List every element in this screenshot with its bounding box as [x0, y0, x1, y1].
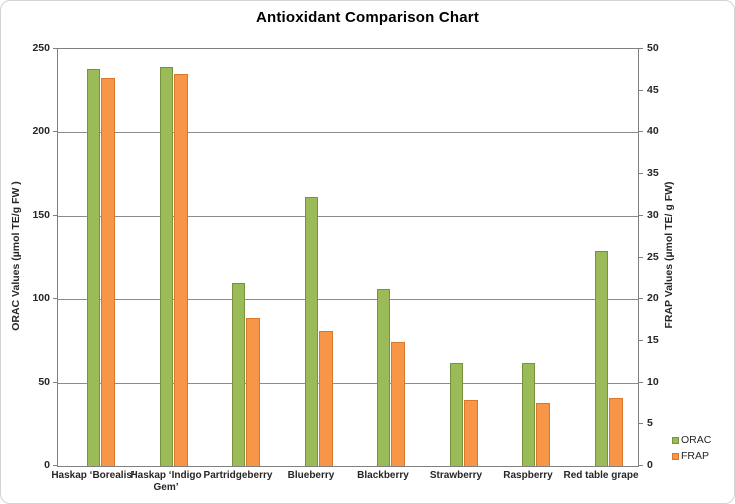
- right-axis-tick-label-25: 25: [647, 251, 659, 263]
- left-axis-tick-mark-0: [53, 465, 57, 466]
- right-axis-tick-mark-50: [639, 48, 643, 49]
- right-axis-tick-label-50: 50: [647, 42, 659, 54]
- bar-frap-2: [246, 318, 260, 466]
- bar-orac-0: [87, 69, 100, 466]
- bar-frap-7: [609, 398, 623, 466]
- right-axis-tick-mark-45: [639, 90, 643, 91]
- right-axis-tick-label-45: 45: [647, 84, 659, 96]
- right-axis-tick-mark-20: [639, 298, 643, 299]
- legend-item-frap: FRAP: [672, 451, 711, 462]
- bar-frap-4: [391, 342, 405, 466]
- left-axis-tick-label-250: 250: [32, 42, 50, 54]
- x-axis-label-7: Red table grape: [563, 470, 639, 481]
- bar-orac-7: [595, 251, 608, 466]
- right-axis-tick-mark-25: [639, 257, 643, 258]
- frap-swatch-icon: [672, 453, 679, 460]
- gridline-50: [58, 383, 638, 384]
- right-axis-tick-label-5: 5: [647, 417, 653, 429]
- right-axis-tick-mark-30: [639, 215, 643, 216]
- right-axis-tick-mark-0: [639, 465, 643, 466]
- left-axis-tick-label-150: 150: [32, 209, 50, 221]
- plot-area: [57, 48, 639, 467]
- bar-frap-6: [536, 403, 550, 466]
- legend-label-frap: FRAP: [681, 450, 710, 462]
- legend-item-orac: ORAC: [672, 435, 711, 446]
- gridline-150: [58, 216, 638, 217]
- right-axis-tick-mark-5: [639, 423, 643, 424]
- left-axis-tick-label-50: 50: [38, 376, 50, 388]
- legend: ORAC FRAP: [672, 435, 711, 462]
- right-axis-tick-label-20: 20: [647, 292, 659, 304]
- right-axis-tick-mark-35: [639, 173, 643, 174]
- bar-orac-6: [522, 363, 535, 466]
- gridline-100: [58, 299, 638, 300]
- left-axis-tick-mark-150: [53, 215, 57, 216]
- right-axis-tick-label-35: 35: [647, 167, 659, 179]
- bar-orac-5: [450, 363, 463, 466]
- bar-orac-4: [377, 289, 390, 466]
- bar-frap-1: [174, 74, 188, 466]
- left-axis-tick-label-100: 100: [32, 292, 50, 304]
- right-axis-tick-mark-15: [639, 340, 643, 341]
- x-axis-label-5: Strawberry: [429, 470, 483, 481]
- left-axis-tick-mark-200: [53, 131, 57, 132]
- left-axis-tick-label-200: 200: [32, 125, 50, 137]
- bar-orac-1: [160, 67, 173, 466]
- legend-label-orac: ORAC: [681, 434, 712, 446]
- right-axis-tick-mark-10: [639, 382, 643, 383]
- x-axis-label-3: Blueberry: [287, 470, 335, 481]
- left-axis-tick-label-0: 0: [44, 459, 50, 471]
- bar-frap-0: [101, 78, 115, 466]
- left-axis-title: ORAC Values (µmol TE/g FW ): [10, 181, 22, 331]
- right-axis-tick-label-15: 15: [647, 334, 659, 346]
- bar-orac-3: [305, 197, 318, 466]
- chart-title: Antioxidant Comparison Chart: [255, 9, 480, 26]
- x-axis-label-0: Haskap ‘Borealis’: [51, 470, 135, 481]
- gridline-200: [58, 132, 638, 133]
- x-axis-label-1: Haskap ‘Indigo Gem’: [130, 470, 202, 493]
- bar-orac-2: [232, 283, 245, 466]
- right-axis-tick-label-30: 30: [647, 209, 659, 221]
- x-axis-label-2: Partridgeberry: [203, 470, 273, 481]
- right-axis-tick-mark-40: [639, 131, 643, 132]
- right-axis-tick-label-10: 10: [647, 376, 659, 388]
- right-axis-tick-label-40: 40: [647, 125, 659, 137]
- bar-frap-3: [319, 331, 333, 466]
- x-axis-label-6: Raspberry: [503, 470, 553, 481]
- left-axis-tick-mark-250: [53, 48, 57, 49]
- right-axis-tick-label-0: 0: [647, 459, 653, 471]
- x-axis-label-4: Blackberry: [357, 470, 409, 481]
- left-axis-tick-mark-50: [53, 382, 57, 383]
- orac-swatch-icon: [672, 437, 679, 444]
- left-axis-tick-mark-100: [53, 298, 57, 299]
- bar-frap-5: [464, 400, 478, 466]
